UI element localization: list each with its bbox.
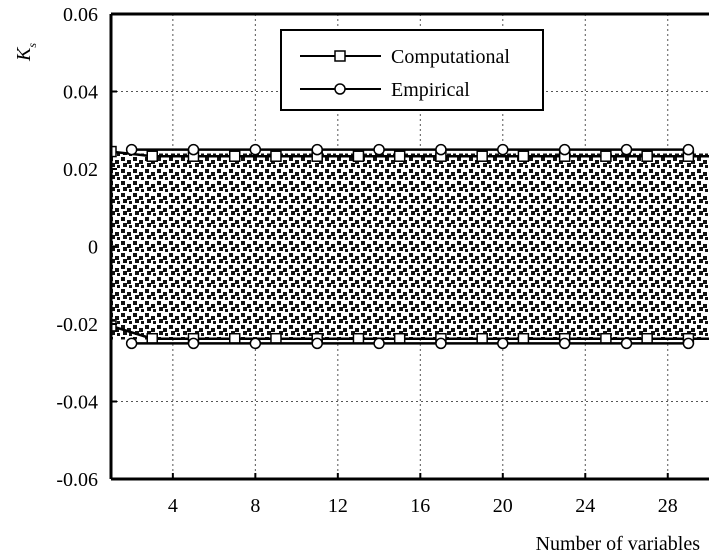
- computational-upper-line: [111, 150, 709, 158]
- empirical-marker: [558, 337, 571, 350]
- empirical-marker: [497, 337, 509, 350]
- empirical-marker: [682, 143, 695, 156]
- empirical-marker: [373, 143, 385, 156]
- empirical-marker: [435, 337, 447, 350]
- legend-label-computational: Computational: [391, 46, 510, 68]
- x-tick-label: 12: [328, 495, 348, 517]
- y-axis-label-subscript: s: [25, 43, 39, 48]
- computational-marker: [228, 150, 241, 162]
- y-tick-label: 0.06: [63, 4, 98, 26]
- x-tick-label: 4: [168, 495, 178, 517]
- empirical-marker: [125, 337, 138, 350]
- empirical-marker: [373, 337, 385, 350]
- computational-marker: [146, 150, 158, 162]
- x-tick-label: 20: [493, 495, 513, 517]
- y-tick-label: 0.02: [63, 159, 98, 181]
- legend-label-empirical: Empirical: [391, 79, 470, 101]
- empirical-marker: [311, 337, 323, 350]
- x-tick-label: 24: [575, 495, 595, 517]
- axis-ticks: 4 8 12 16 20 24 28 0.06 0.04 0.02 0 -0.02 -0.04 -0.06: [56, 4, 677, 517]
- computational-marker: [600, 150, 612, 162]
- computational-marker: [476, 150, 488, 162]
- empirical-marker: [249, 337, 262, 350]
- empirical-marker: [620, 337, 633, 350]
- computational-marker: [393, 150, 406, 162]
- computational-marker: [352, 150, 365, 162]
- y-axis-label: Ks: [13, 43, 39, 62]
- empirical-marker: [187, 143, 200, 156]
- legend-marker-computational: [334, 50, 346, 62]
- empirical-marker: [249, 143, 262, 156]
- computational-marker: [111, 320, 117, 332]
- plot-area: [111, 143, 709, 350]
- empirical-marker: [187, 337, 200, 350]
- x-tick-label: 8: [250, 495, 260, 517]
- y-tick-label: 0.04: [63, 82, 98, 104]
- y-axis-label-main: K: [13, 46, 35, 62]
- empirical-marker: [682, 337, 695, 350]
- computational-marker: [641, 150, 653, 162]
- computational-marker: [270, 150, 282, 162]
- y-tick-label: -0.06: [56, 469, 98, 491]
- x-tick-label: 28: [658, 495, 678, 517]
- computational-marker: [111, 145, 117, 158]
- computational-marker: [517, 150, 530, 162]
- x-tick-label: 16: [410, 495, 430, 517]
- shaded-region: [111, 153, 709, 340]
- empirical-marker: [558, 143, 571, 156]
- legend-box: [280, 29, 544, 111]
- legend-marker-empirical: [334, 83, 346, 95]
- empirical-marker: [435, 143, 447, 156]
- y-tick-label: 0: [88, 237, 98, 259]
- empirical-marker: [311, 143, 323, 156]
- x-axis-label: Number of variables: [536, 533, 701, 555]
- empirical-marker: [497, 143, 509, 156]
- empirical-marker: [125, 143, 138, 156]
- y-tick-label: -0.04: [56, 392, 98, 414]
- legend: Computational Empirical: [280, 29, 544, 111]
- y-tick-label: -0.02: [56, 314, 98, 336]
- empirical-marker: [620, 143, 633, 156]
